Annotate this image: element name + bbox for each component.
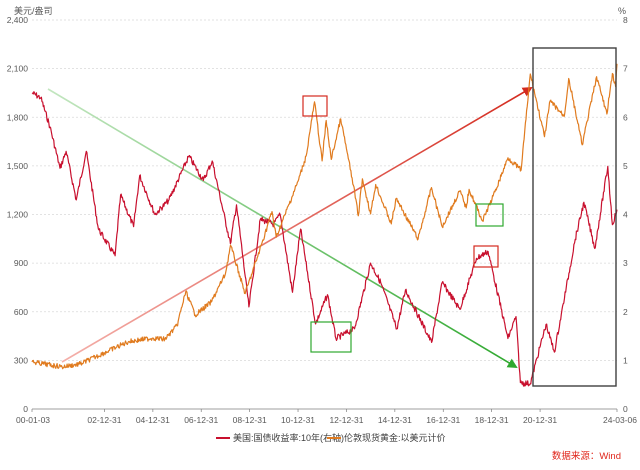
- y-left-tick-label: 600: [14, 307, 28, 317]
- legend: 美国:国债收益率:10年(右轴) 伦敦现货黄金:以美元计价: [216, 432, 446, 443]
- y-left-tick-label: 1,800: [7, 112, 29, 122]
- series-line-yield: [31, 91, 618, 387]
- right-axis-ticks: 0 1 2 3 4 5 6 7 8: [623, 15, 628, 414]
- y-right-tick-label: 3: [623, 258, 628, 268]
- y-right-tick-label: 6: [623, 112, 628, 122]
- y-left-tick-label: 1,200: [7, 210, 29, 220]
- annotation-box-yield-low: [310, 321, 352, 353]
- y-left-tick-label: 1,500: [7, 161, 29, 171]
- x-tick-label: 06-12-31: [184, 415, 218, 425]
- x-tick-label: 14-12-31: [378, 415, 412, 425]
- x-tick-label: 02-12-31: [87, 415, 121, 425]
- annotation-box-yield-peak: [473, 245, 499, 268]
- y-left-tick-label: 0: [23, 404, 28, 414]
- x-tick-label: 18-12-31: [475, 415, 509, 425]
- y-left-tick-label: 900: [14, 258, 28, 268]
- x-tick-label: 24-03-06: [603, 415, 637, 425]
- series-line-gold: [31, 63, 618, 370]
- y-right-tick-label: 2: [623, 307, 628, 317]
- left-axis-ticks: 0 300 600 900 1,200 1,500 1,800 2,100 2,400: [7, 15, 29, 414]
- legend-label-yield: 美国:国债收益率:10年(右轴): [233, 432, 344, 443]
- annotation-arrow-red: [61, 86, 533, 363]
- x-tick-label: 00-01-03: [16, 415, 50, 425]
- annotation-box-recent-period: [532, 47, 617, 387]
- annotation-box-gold-low: [475, 203, 504, 227]
- x-tick-label: 08-12-31: [233, 415, 267, 425]
- x-tick-label: 16-12-31: [426, 415, 460, 425]
- data-source: 数据来源：Wind: [552, 450, 621, 462]
- y-right-tick-label: 0: [623, 404, 628, 414]
- y-left-tick-label: 2,100: [7, 64, 29, 74]
- x-tick-label: 04-12-31: [136, 415, 170, 425]
- y-right-tick-label: 1: [623, 355, 628, 365]
- left-axis-unit: 美元/盎司: [14, 5, 53, 16]
- x-tick-label: 10-12-31: [281, 415, 315, 425]
- x-axis-ticks: 00-01-03 02-12-31 04-12-31 06-12-31 08-12-31…: [16, 409, 637, 425]
- y-right-tick-label: 5: [623, 161, 628, 171]
- series-layer: [31, 63, 618, 387]
- annotation-boxes: [302, 47, 617, 387]
- x-tick-label: 20-12-31: [523, 415, 557, 425]
- x-tick-label: 12-12-31: [329, 415, 363, 425]
- annotation-box-gold-peak: [302, 95, 328, 117]
- y-right-tick-label: 8: [623, 15, 628, 25]
- right-axis-unit: %: [618, 6, 626, 16]
- legend-label-gold: 伦敦现货黄金:以美元计价: [344, 432, 446, 443]
- y-left-tick-label: 2,400: [7, 15, 29, 25]
- y-left-tick-label: 300: [14, 355, 28, 365]
- y-right-tick-label: 7: [623, 64, 628, 74]
- y-right-tick-label: 4: [623, 210, 628, 220]
